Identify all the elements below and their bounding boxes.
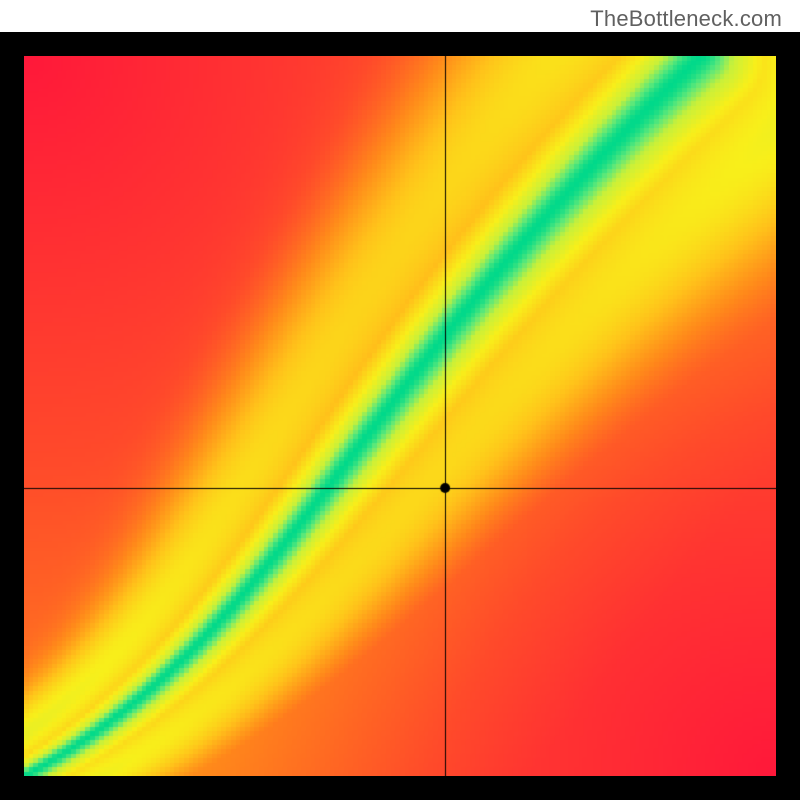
chart-container: TheBottleneck.com (0, 0, 800, 800)
plot-frame (0, 32, 800, 800)
watermark-text: TheBottleneck.com (590, 6, 782, 32)
crosshair-overlay (24, 56, 776, 776)
